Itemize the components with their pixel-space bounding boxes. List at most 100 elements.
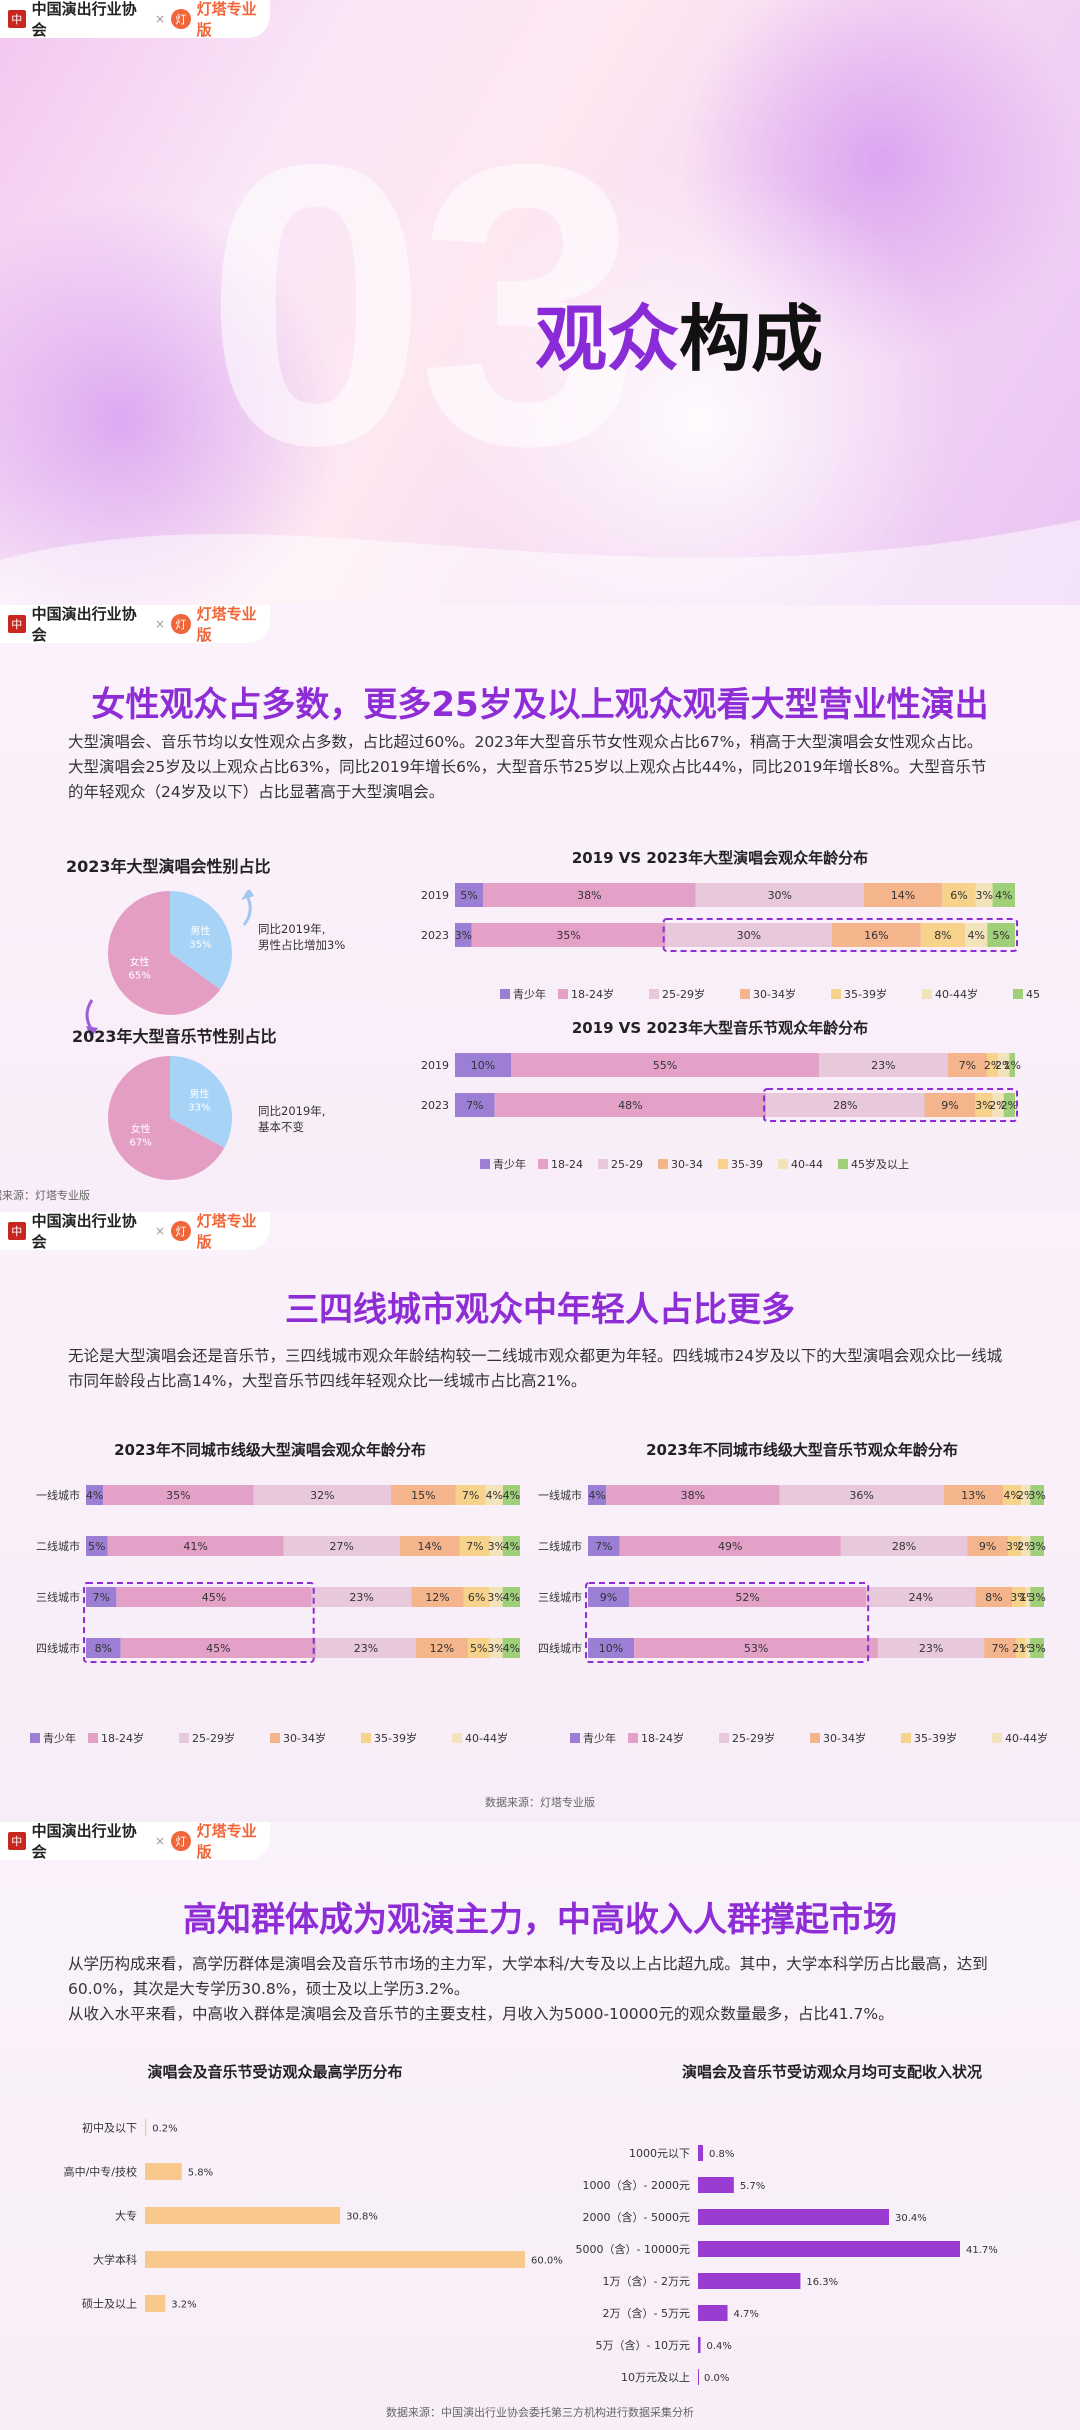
pie-label: 女性	[130, 955, 150, 968]
data-label: 5.8%	[188, 2168, 213, 2179]
bar-segment	[1021, 1536, 1031, 1556]
bar	[698, 2369, 699, 2385]
bar-income: 演唱会及音乐节受访观众月均可支配收入状况 1000元以下 0.8% 1000（含）- …	[576, 2063, 998, 2385]
data-label: 7%	[992, 1642, 1009, 1655]
bar-segment	[86, 1485, 104, 1505]
bar-segment	[588, 1638, 635, 1658]
legend-swatch	[838, 1159, 848, 1169]
legend-label: 40-44岁	[935, 987, 978, 1001]
legend-swatch	[901, 1733, 911, 1743]
bar-segment	[107, 1536, 284, 1556]
bar-segment	[103, 1485, 254, 1505]
highlight-box	[763, 1088, 1018, 1122]
lighthouse-name: 灯塔专业版	[196, 1822, 257, 1861]
seal-icon: 中	[8, 615, 26, 633]
category-label: 一线城市	[538, 1488, 582, 1502]
section-title-a: 观众	[535, 297, 680, 381]
category-label: 2023	[421, 929, 449, 942]
category-label: 四线城市	[538, 1641, 582, 1655]
pie-slice	[170, 891, 232, 990]
data-label: 23%	[349, 1591, 373, 1604]
bar-segment	[455, 883, 483, 907]
data-label: 4%	[485, 1489, 502, 1502]
data-label: 5%	[992, 929, 1009, 942]
data-label: 5%	[88, 1540, 105, 1553]
bar-segment	[866, 1587, 976, 1607]
data-label: 55%	[653, 1059, 677, 1072]
bar-segment	[606, 1485, 780, 1505]
legend-label: 青少年	[513, 987, 546, 1001]
data-label: 2%	[989, 1099, 1006, 1112]
data-label: 30%	[768, 889, 792, 902]
data-label: 4%	[995, 889, 1012, 902]
category-label: 二线城市	[36, 1539, 80, 1553]
slide-title: 高知群体成为观演主力，中高收入人群撑起市场	[183, 1900, 897, 1940]
data-label: 41%	[183, 1540, 207, 1553]
data-label: 3%	[455, 929, 472, 942]
data-label: 9%	[600, 1591, 617, 1604]
data-label: 28%	[892, 1540, 916, 1553]
bar-segment	[455, 1093, 495, 1117]
category-label: 初中及以下	[82, 2121, 137, 2135]
data-label: 0.4%	[707, 2341, 732, 2352]
pie-label: 男性	[190, 925, 210, 938]
data-label: 45%	[206, 1642, 230, 1655]
bar-segment	[485, 1485, 503, 1505]
pie-value: 33%	[188, 1103, 210, 1114]
logo-separator: ×	[155, 1224, 166, 1238]
category-label: 1万（含）- 2万元	[603, 2274, 690, 2288]
para-line: 大型演唱会25岁及以上观众占比63%，同比2019年增长6%，大型音乐节25岁以…	[68, 758, 987, 776]
data-label: 8%	[985, 1591, 1002, 1604]
lighthouse-name: 灯塔专业版	[196, 1212, 257, 1251]
bar-segment	[1025, 1638, 1031, 1658]
slide-title: 女性观众占多数，更多25岁及以上观众观看大型营业性演出	[91, 685, 989, 725]
bar-segment	[588, 1587, 630, 1607]
bar-segment	[1003, 1093, 1015, 1117]
bar-segment	[1021, 1485, 1031, 1505]
bar-segment	[459, 1536, 490, 1556]
data-label: 12%	[430, 1642, 454, 1655]
data-label: 7%	[959, 1059, 976, 1072]
bar-segment	[502, 1536, 520, 1556]
para-line: 无论是大型演唱会还是音乐节，三四线城市观众年龄结构较一二线城市观众都更为年轻。四…	[68, 1347, 1003, 1365]
legend-swatch	[270, 1733, 280, 1743]
pie-value: 67%	[130, 1137, 152, 1148]
data-label: 9%	[979, 1540, 996, 1553]
pie-slice	[108, 1056, 225, 1180]
category-label: 三线城市	[538, 1590, 582, 1604]
data-label: 5%	[460, 889, 477, 902]
data-label: 3%	[1028, 1642, 1045, 1655]
slide-paragraph: 从学历构成来看，高学历群体是演唱会及音乐节市场的主力军，大学本科/大专及以上占比…	[68, 1952, 1018, 2027]
data-label: 2%	[1017, 1540, 1034, 1553]
slide-paragraph: 无论是大型演唱会还是音乐节，三四线城市观众年龄结构较一二线城市观众都更为年轻。四…	[68, 1344, 1018, 1394]
bar	[698, 2145, 704, 2161]
bar-segment	[947, 1053, 987, 1077]
bar-segment	[489, 1536, 503, 1556]
data-label: 0.8%	[709, 2149, 734, 2160]
data-label: 7%	[466, 1540, 483, 1553]
org-name: 中国演出行业协会	[31, 1822, 137, 1861]
legend-swatch	[628, 1733, 638, 1743]
legend-swatch	[88, 1733, 98, 1743]
data-label: 5.7%	[740, 2181, 765, 2192]
data-label: 32%	[310, 1489, 334, 1502]
pie2-note: 同比2019年, 基本不变	[258, 1103, 325, 1135]
legend-label: 青少年	[43, 1731, 76, 1745]
bar-segment	[975, 1093, 993, 1117]
legend-label: 30-34岁	[283, 1731, 326, 1745]
data-label: 14%	[418, 1540, 442, 1553]
bar-segment	[588, 1485, 607, 1505]
pie-slice	[170, 1056, 232, 1148]
data-label: 4%	[503, 1489, 520, 1502]
category-label: 10万元及以上	[621, 2371, 690, 2384]
bar	[698, 2305, 728, 2321]
category-label: 四线城市	[36, 1641, 80, 1655]
stacked-bar-concert-age: 2019 VS 2023年大型演唱会观众年龄分布 2019 5% 38% 30% 14% 6…	[421, 849, 1040, 1001]
data-label: 7%	[466, 1099, 483, 1112]
bar	[145, 2251, 525, 2268]
section-title-b: 构成	[679, 297, 824, 381]
data-label: 53%	[744, 1642, 768, 1655]
bar-segment	[120, 1638, 317, 1658]
lighthouse-icon: 灯	[171, 1831, 191, 1851]
bar-segment	[965, 923, 988, 947]
